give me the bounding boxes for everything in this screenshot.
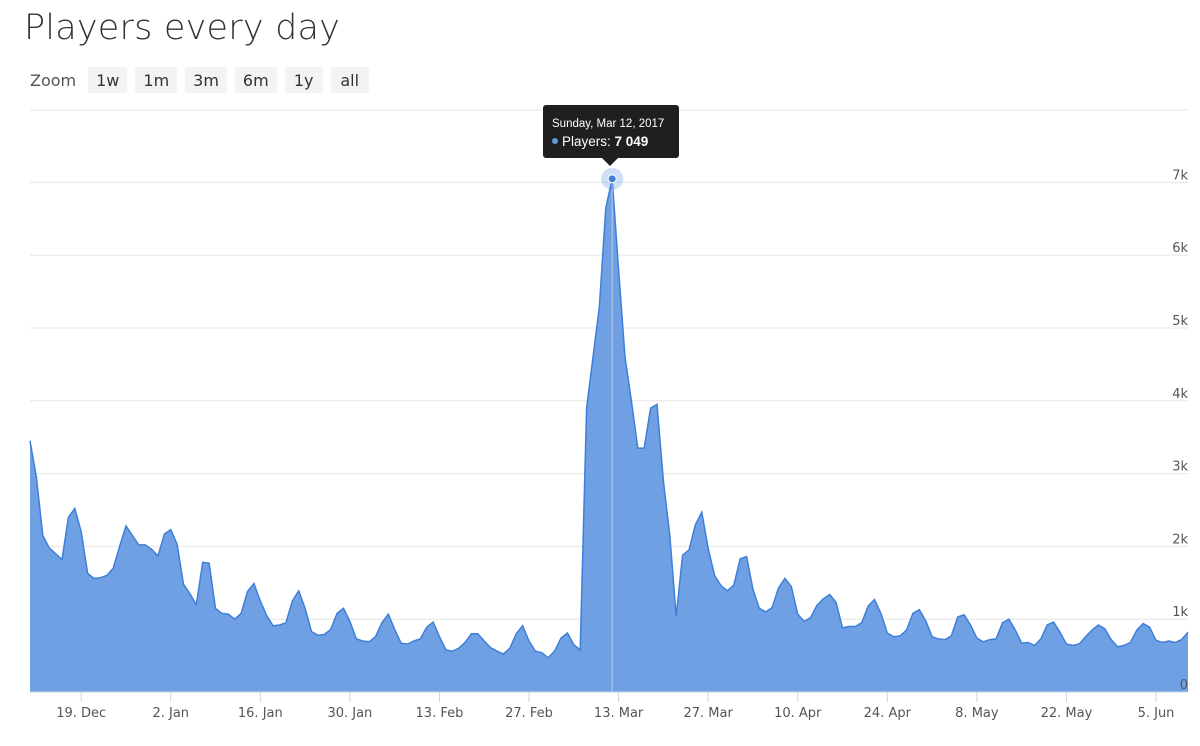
y-tick-label: 5k bbox=[1172, 314, 1188, 329]
series-dot-icon bbox=[552, 138, 558, 145]
y-tick-label: 3k bbox=[1172, 460, 1188, 475]
x-tick-label: 13. Mar bbox=[594, 706, 644, 721]
x-tick-label: 16. Jan bbox=[238, 706, 283, 721]
zoom-3m-button[interactable]: 3m bbox=[185, 67, 227, 93]
x-tick-label: 22. May bbox=[1041, 706, 1093, 721]
x-tick-label: 2. Jan bbox=[152, 706, 189, 721]
x-axis: 19. Dec 2. Jan 16. Jan 30. Jan 13. Feb 27. Fe… bbox=[30, 691, 1188, 721]
y-axis: 0 1k 2k 3k 4k 5k 6k 7k bbox=[1172, 168, 1188, 693]
x-tick-label: 8. May bbox=[955, 706, 999, 721]
tooltip-value: 7 049 bbox=[614, 134, 649, 149]
y-tick-label: 6k bbox=[1172, 241, 1188, 256]
data-tooltip: Sunday, Mar 12, 2017 Players: 7 049 bbox=[543, 105, 679, 166]
x-tick-label: 10. Apr bbox=[774, 706, 822, 721]
players-area-series[interactable] bbox=[29, 178, 1189, 693]
tooltip-series-label: Players: bbox=[562, 134, 615, 149]
y-tick-label: 1k bbox=[1172, 605, 1188, 620]
players-area-line bbox=[29, 178, 1189, 659]
tooltip-series-line: Players: 7 049 bbox=[552, 133, 679, 151]
zoom-bar: Zoom 1w 1m 3m 6m 1y all bbox=[30, 66, 369, 94]
hover-marker bbox=[601, 167, 624, 692]
x-tick-label: 19. Dec bbox=[56, 706, 106, 721]
zoom-1w-button[interactable]: 1w bbox=[88, 67, 128, 93]
x-tick-label: 13. Feb bbox=[416, 706, 464, 721]
zoom-all-button[interactable]: all bbox=[330, 67, 369, 93]
page-title: Players every day bbox=[24, 8, 341, 48]
hover-point bbox=[607, 174, 617, 184]
x-tick-label: 5. Jun bbox=[1138, 706, 1175, 721]
y-tick-label: 7k bbox=[1172, 168, 1188, 183]
y-tick-label: 4k bbox=[1172, 387, 1188, 402]
zoom-1y-button[interactable]: 1y bbox=[284, 67, 323, 93]
y-tick-label: 2k bbox=[1172, 532, 1188, 547]
y-tick-label: 0 bbox=[1180, 678, 1188, 693]
x-tick-label: 27. Mar bbox=[683, 706, 733, 721]
x-tick-label: 27. Feb bbox=[505, 706, 553, 721]
x-tick-label: 24. Apr bbox=[864, 706, 912, 721]
tooltip-date: Sunday, Mar 12, 2017 bbox=[552, 118, 665, 130]
players-area-fill bbox=[30, 178, 1188, 693]
zoom-6m-button[interactable]: 6m bbox=[234, 67, 277, 93]
zoom-1m-button[interactable]: 1m bbox=[135, 67, 178, 93]
zoom-label: Zoom bbox=[30, 70, 77, 90]
x-tick-label: 30. Jan bbox=[327, 706, 372, 721]
